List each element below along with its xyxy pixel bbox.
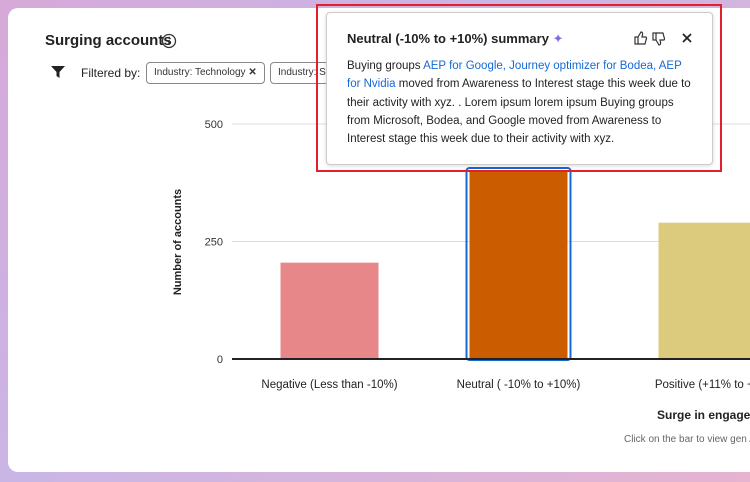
- card-title: Surging accounts: [45, 32, 172, 49]
- info-icon[interactable]: [161, 33, 177, 49]
- popover-title: Neutral (-10% to +10%) summary ✦: [347, 31, 563, 47]
- x-tick-label: Positive (+11% to +5: [655, 379, 750, 391]
- y-tick-label: 250: [205, 237, 223, 249]
- thumbs-down[interactable]: [652, 32, 666, 46]
- filter-chip[interactable]: Industry: Technology ✕: [146, 62, 265, 84]
- bar[interactable]: [280, 262, 379, 359]
- ai-icon: ✦: [552, 31, 564, 46]
- popover-actions: [634, 31, 692, 46]
- y-axis-title: Number of accounts: [172, 189, 184, 295]
- highlight-box: [316, 4, 722, 172]
- body-text: moved from Awareness to Interest stage t…: [347, 78, 691, 146]
- summary-popover: Neutral (-10% to +10%) summary ✦ Buying …: [326, 12, 713, 165]
- x-tick-label: Neutral ( -10% to +10%): [457, 379, 581, 391]
- popover-body: Buying groups AEP for Google, Journey op…: [347, 57, 697, 148]
- footer-note: Click on the bar to view gen AI: [624, 434, 750, 445]
- body-text: Buying groups: [347, 60, 424, 72]
- popover-title-text: Neutral (-10% to +10%) summary: [347, 31, 549, 46]
- chip-text: Industry: Technology: [154, 67, 246, 78]
- bar[interactable]: [658, 222, 750, 359]
- filter-label: Filtered by:: [81, 66, 141, 80]
- thumbs-up[interactable]: [634, 31, 648, 45]
- bar[interactable]: [469, 171, 568, 359]
- y-tick-label: 0: [217, 354, 223, 366]
- close[interactable]: [682, 33, 692, 43]
- x-axis-title: Surge in engageme: [657, 408, 750, 422]
- body-link[interactable]: AEP for Google, Journey optimizer for Bo…: [347, 60, 682, 91]
- x-tick-label: Negative (Less than -10%): [261, 379, 397, 391]
- chip-text: Industry: Se: [278, 67, 332, 78]
- filter-icon[interactable]: [51, 65, 65, 79]
- y-tick-label: 500: [205, 119, 223, 131]
- chip-remove[interactable]: ✕: [248, 67, 257, 78]
